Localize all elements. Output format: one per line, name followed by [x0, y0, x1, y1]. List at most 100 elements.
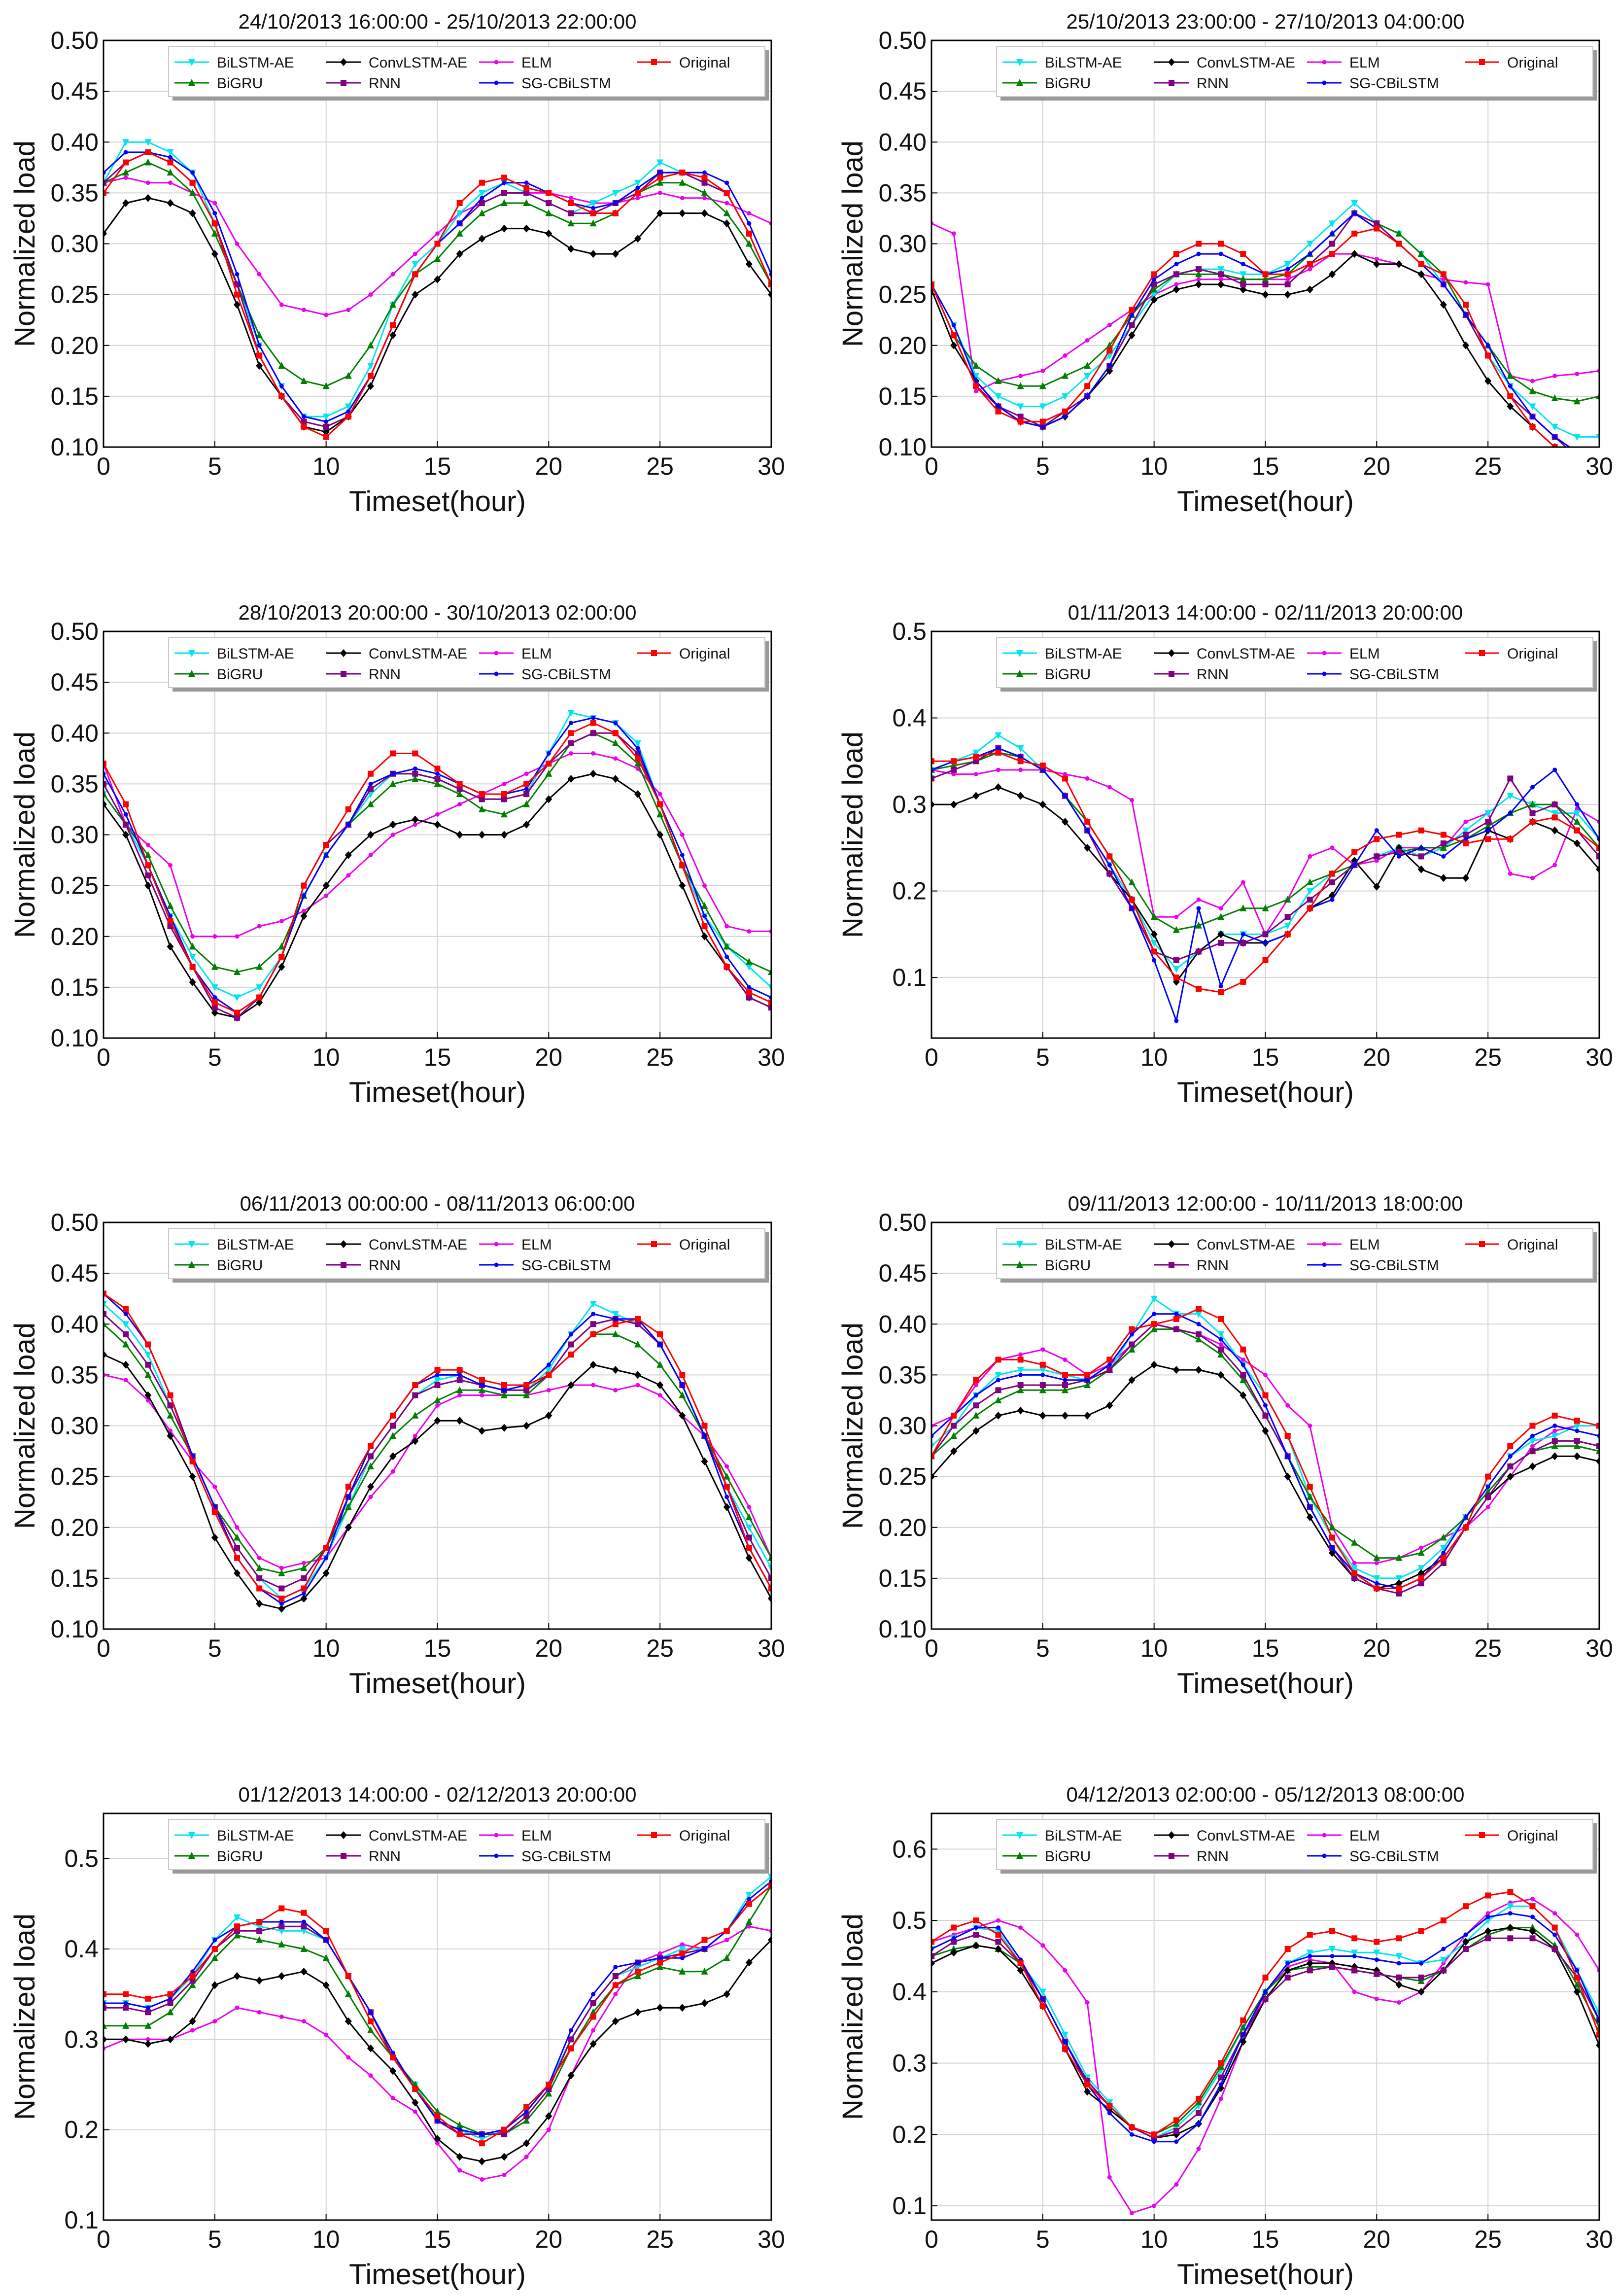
- data-point: [1262, 1412, 1269, 1419]
- data-point: [702, 196, 707, 201]
- data-point: [612, 250, 619, 258]
- data-point: [144, 1391, 152, 1399]
- data-point: [345, 414, 351, 420]
- data-point: [1107, 2111, 1112, 2116]
- data-point: [256, 1575, 263, 1581]
- data-point: [523, 199, 530, 206]
- data-point: [1417, 1549, 1425, 1556]
- data-point: [1330, 897, 1335, 902]
- data-point: [1217, 930, 1225, 939]
- data-point: [167, 2000, 173, 2006]
- data-point: [346, 308, 351, 313]
- data-point: [456, 831, 463, 839]
- data-point: [322, 382, 330, 389]
- data-point: [1196, 2122, 1201, 2126]
- data-point: [635, 1321, 641, 1327]
- data-point: [1106, 348, 1113, 354]
- data-point: [679, 2004, 686, 2012]
- data-point: [995, 1932, 1001, 1938]
- data-point: [1217, 280, 1225, 288]
- data-point: [1573, 434, 1581, 441]
- data-point: [167, 918, 173, 924]
- x-tick-label: 30: [758, 1044, 785, 1071]
- data-point: [1262, 281, 1269, 287]
- data-point: [1507, 393, 1514, 399]
- data-point: [389, 2067, 397, 2075]
- data-point: [591, 2028, 596, 2033]
- data-point: [300, 1928, 308, 1935]
- data-point: [523, 781, 530, 787]
- data-point: [1441, 282, 1446, 287]
- data-point: [1039, 763, 1046, 769]
- data-point: [494, 1262, 499, 1267]
- data-point: [589, 200, 597, 207]
- data-point: [278, 942, 285, 950]
- data-point: [1374, 836, 1380, 842]
- data-point: [656, 1381, 664, 1389]
- data-point: [1529, 1438, 1536, 1445]
- legend-label: BiGRU: [1045, 1257, 1091, 1274]
- x-tick-label: 0: [97, 2226, 110, 2253]
- data-point: [234, 1555, 240, 1561]
- data-point: [122, 1321, 130, 1328]
- data-point: [1107, 863, 1112, 868]
- data-point: [1507, 1923, 1514, 1932]
- data-point: [1351, 1538, 1358, 1546]
- data-point: [1152, 2139, 1157, 2144]
- data-point: [122, 1340, 130, 1348]
- data-point: [389, 1452, 397, 1461]
- data-point: [278, 963, 285, 971]
- data-point: [1373, 1575, 1380, 1582]
- data-point: [323, 1545, 329, 1551]
- data-point: [479, 1377, 485, 1383]
- y-axis-label: Normalized load: [837, 1913, 869, 2120]
- data-point: [1351, 250, 1358, 258]
- legend-item-rnn: RNN: [1154, 666, 1229, 683]
- data-point: [122, 169, 130, 176]
- data-point: [1017, 1357, 1024, 1363]
- data-point: [167, 942, 174, 951]
- data-point: [702, 1433, 707, 1438]
- data-point: [1573, 839, 1581, 848]
- data-point: [1374, 220, 1380, 227]
- legend-label: RNN: [369, 1848, 401, 1865]
- data-point: [480, 2177, 484, 2182]
- data-point: [123, 821, 129, 828]
- data-point: [634, 740, 641, 747]
- data-point: [1551, 1452, 1558, 1461]
- data-point: [190, 170, 195, 175]
- data-point: [1062, 1386, 1068, 1393]
- data-point: [1150, 295, 1158, 304]
- data-point: [278, 1604, 285, 1613]
- data-point: [1596, 392, 1599, 399]
- data-point: [1017, 1966, 1024, 1975]
- data-point: [122, 2021, 130, 2029]
- data-point: [188, 650, 195, 657]
- plot-frame: [930, 1221, 1600, 1630]
- data-point: [103, 229, 107, 238]
- data-point: [931, 1939, 934, 1945]
- data-point: [456, 229, 463, 237]
- data-point: [390, 771, 395, 776]
- data-point: [1551, 826, 1558, 835]
- data-point: [951, 772, 956, 777]
- y-tick-label: 0.20: [51, 1514, 99, 1541]
- data-point: [1263, 1403, 1268, 1408]
- data-point: [1062, 1411, 1068, 1420]
- data-point: [1085, 776, 1090, 781]
- data-point: [456, 1386, 463, 1393]
- data-point: [1016, 79, 1023, 86]
- legend-item-rnn: RNN: [326, 1848, 401, 1865]
- data-point: [701, 189, 708, 196]
- data-point: [724, 1495, 729, 1499]
- legend-item-bilstm: BiLSTM-AE: [1002, 646, 1122, 662]
- chart-title: 01/11/2013 14:00:00 - 02/11/2013 20:00:0…: [1068, 601, 1463, 624]
- data-point: [1062, 1382, 1068, 1388]
- data-point: [951, 332, 957, 339]
- data-point: [568, 730, 574, 736]
- data-point: [768, 1595, 771, 1603]
- data-point: [144, 1371, 152, 1378]
- chart-title: 24/10/2013 16:00:00 - 25/10/2013 22:00:0…: [238, 10, 636, 33]
